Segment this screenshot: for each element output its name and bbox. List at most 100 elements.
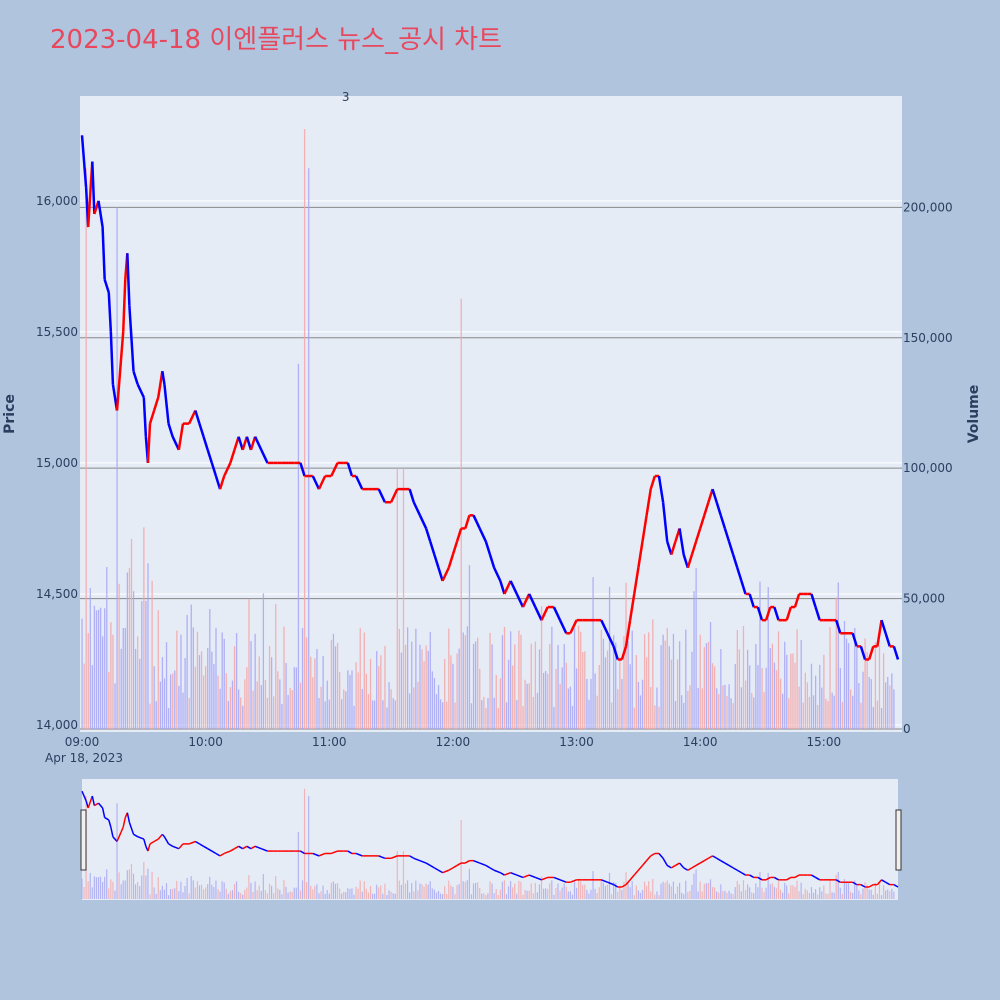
volume-bar (613, 635, 615, 729)
price-segment (103, 279, 110, 293)
volume-bar (217, 675, 219, 729)
price-segment (311, 475, 321, 490)
volume-bar (415, 628, 417, 729)
price-segment (569, 619, 578, 634)
volume-bar (814, 675, 817, 729)
mini-volume-bar (536, 892, 538, 899)
volume-bar (635, 655, 638, 729)
price-segment (867, 645, 875, 660)
mini-volume-bar (87, 881, 89, 899)
mini-volume-bar (773, 886, 775, 899)
volume-axis: 0 50,000 100,000 150,000 200,000 (903, 200, 953, 736)
volume-bar (396, 468, 398, 729)
volume-bar (176, 630, 178, 729)
volume-bar (202, 675, 205, 729)
mini-volume-bar (93, 876, 95, 899)
price-segment (233, 436, 240, 451)
mini-volume-bar (565, 886, 567, 899)
price-segment (661, 502, 669, 542)
volume-bar (341, 699, 343, 729)
volume-bar (231, 680, 234, 729)
volume-bar (526, 683, 528, 729)
mini-volume-bar (794, 886, 796, 899)
volume-bar (295, 667, 298, 729)
mini-volume-bar (233, 883, 236, 899)
mini-volume-bar (740, 891, 742, 899)
volume-bar (518, 630, 520, 729)
volume-bar (596, 695, 598, 729)
mini-volume-bar (639, 892, 642, 899)
mini-volume-bar (887, 889, 889, 899)
volume-bar (594, 673, 596, 729)
mini-volume-bar (765, 887, 767, 899)
mini-volume-bar (182, 892, 184, 899)
volume-bar (582, 651, 584, 729)
mini-volume-bar (442, 894, 444, 899)
mini-volume-bar (318, 893, 320, 899)
volume-bar (227, 701, 230, 729)
mini-price-segment (811, 874, 816, 879)
range-slider-right-handle[interactable] (895, 809, 902, 871)
price-segment (245, 436, 253, 451)
volume-bar (753, 697, 755, 729)
volume-bar (306, 637, 308, 729)
volume-bar (320, 686, 322, 729)
volume-bar (178, 685, 180, 729)
price-segment (119, 331, 125, 359)
price-segment (756, 606, 764, 621)
mini-price-segment (724, 862, 730, 867)
price-segment (678, 528, 685, 555)
mini-price-segment (695, 862, 701, 867)
mini-volume-bar (413, 891, 415, 899)
mini-volume-bar (165, 883, 168, 899)
mini-price-segment (229, 848, 235, 852)
volume-bar (580, 631, 582, 729)
price-segment (694, 528, 702, 542)
volume-bar (139, 658, 141, 729)
mini-price-segment (479, 862, 487, 867)
volume-bar (652, 619, 654, 729)
volume-bar (769, 648, 771, 729)
mini-volume-bar (452, 887, 454, 899)
mini-volume-bar (602, 882, 604, 899)
price-segment (707, 488, 714, 503)
mini-volume-bar (573, 880, 576, 899)
range-slider-left-handle[interactable] (80, 809, 87, 871)
mini-volume-bar (120, 884, 122, 899)
mini-volume-bar (520, 881, 522, 899)
volume-bar (219, 688, 221, 729)
volume-bar (491, 644, 493, 729)
volume-bar (369, 658, 372, 729)
price-segment (389, 488, 399, 503)
price-segment (146, 423, 152, 463)
mini-volume-bar (769, 884, 771, 899)
volume-bar (617, 689, 619, 729)
mini-volume-bar (497, 895, 499, 899)
mini-volume-bar (235, 881, 238, 899)
price-segment (214, 475, 222, 490)
volume-bar (751, 692, 753, 729)
mini-volume-bar (575, 887, 578, 899)
mini-volume-bar (188, 893, 190, 899)
volume-bar (637, 682, 640, 729)
mini-price-segment (300, 850, 305, 855)
mini-volume-bar (209, 876, 211, 899)
volume-bar (357, 672, 359, 729)
mini-volume-bar (291, 891, 293, 899)
mini-volume-bar (143, 861, 145, 899)
mini-volume-bar (116, 803, 118, 899)
volume-bar (557, 645, 559, 729)
volume-bar (847, 643, 850, 729)
mini-volume-bar (472, 883, 475, 899)
mini-price-segment (868, 883, 874, 888)
time-tick-label: 14:00 (683, 735, 718, 749)
mini-volume-bar (617, 891, 619, 899)
mini-volume-bar (448, 880, 450, 899)
volume-bar (444, 658, 446, 729)
mini-volume-bar (221, 881, 223, 899)
mini-price-segment (683, 867, 689, 871)
mini-volume-bar (353, 894, 355, 899)
mini-volume-bar (151, 871, 153, 899)
mini-volume-bar (514, 883, 516, 899)
volume-bar (843, 621, 846, 729)
